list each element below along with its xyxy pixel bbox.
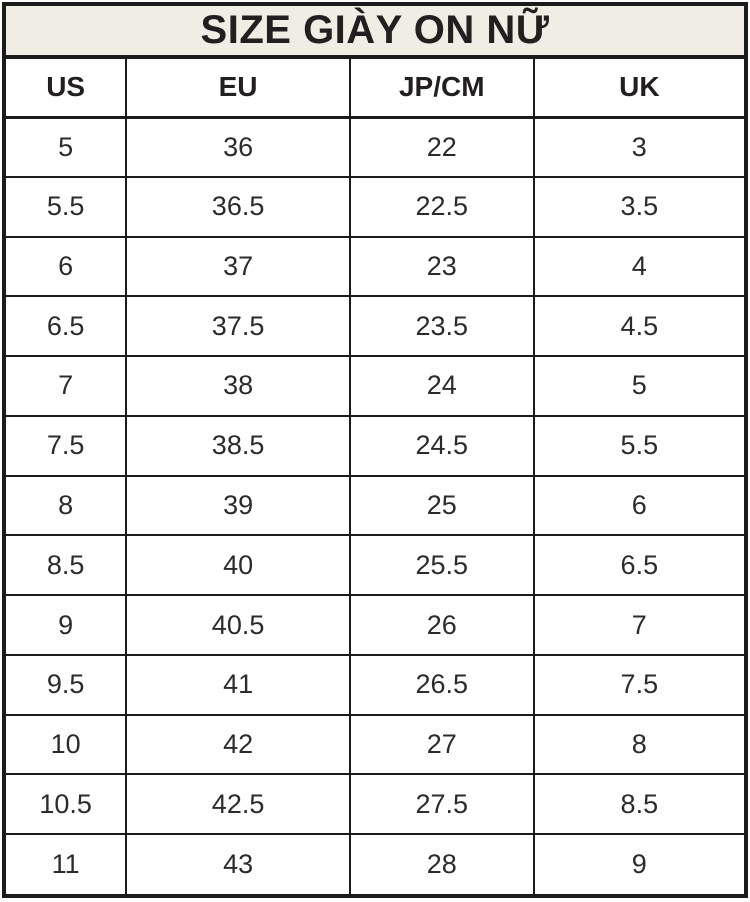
size-cell: 9.5 bbox=[6, 653, 128, 716]
size-cell: 9 bbox=[532, 833, 744, 894]
size-cell: 7.5 bbox=[532, 653, 744, 716]
size-cell: 40 bbox=[125, 534, 351, 597]
size-cell: 3 bbox=[532, 116, 744, 178]
size-cell: 8.5 bbox=[532, 773, 744, 836]
size-cell: 11 bbox=[6, 833, 128, 894]
size-cell: 8 bbox=[532, 713, 744, 776]
size-cell: 38 bbox=[125, 355, 351, 417]
size-cell: 42 bbox=[125, 713, 351, 776]
size-conversion-table: US EU JP/CM UK 5 36 22 3 5.5 36.5 22.5 3.5 6 37 23… bbox=[6, 59, 744, 894]
size-cell: 28 bbox=[348, 833, 535, 894]
table-row: 7 38 24 5 bbox=[6, 355, 744, 417]
size-cell: 26 bbox=[348, 594, 535, 656]
table-row: 11 43 28 9 bbox=[6, 833, 744, 894]
size-cell: 41 bbox=[125, 653, 351, 716]
size-cell: 37 bbox=[125, 235, 351, 298]
table-row: 8 39 25 6 bbox=[6, 474, 744, 537]
size-cell: 42.5 bbox=[125, 773, 351, 836]
size-cell: 10 bbox=[6, 713, 128, 776]
size-cell: 8.5 bbox=[6, 534, 128, 597]
table-row: 10.5 42.5 27.5 8.5 bbox=[6, 773, 744, 836]
column-header-uk: UK bbox=[532, 59, 744, 119]
table-row: 9 40.5 26 7 bbox=[6, 594, 744, 656]
size-cell: 25 bbox=[348, 474, 535, 537]
size-cell: 7.5 bbox=[6, 414, 128, 477]
size-cell: 38.5 bbox=[125, 414, 351, 477]
size-cell: 24.5 bbox=[348, 414, 535, 477]
size-cell: 26.5 bbox=[348, 653, 535, 716]
size-cell: 23.5 bbox=[348, 295, 535, 358]
size-cell: 22.5 bbox=[348, 175, 535, 238]
chart-title: SIZE GIÀY ON NỮ bbox=[6, 6, 744, 59]
size-cell: 27.5 bbox=[348, 773, 535, 836]
size-cell: 8 bbox=[6, 474, 128, 537]
size-cell: 24 bbox=[348, 355, 535, 417]
size-cell: 25.5 bbox=[348, 534, 535, 597]
size-cell: 7 bbox=[532, 594, 744, 656]
table-row: 8.5 40 25.5 6.5 bbox=[6, 534, 744, 597]
size-cell: 37.5 bbox=[125, 295, 351, 358]
size-cell: 6.5 bbox=[6, 295, 128, 358]
table-row: 6 37 23 4 bbox=[6, 235, 744, 298]
size-cell: 36 bbox=[125, 116, 351, 178]
size-cell: 5.5 bbox=[6, 175, 128, 238]
table-row: 9.5 41 26.5 7.5 bbox=[6, 653, 744, 716]
column-header-eu: EU bbox=[125, 59, 351, 119]
size-cell: 10.5 bbox=[6, 773, 128, 836]
size-cell: 4 bbox=[532, 235, 744, 298]
size-cell: 6.5 bbox=[532, 534, 744, 597]
header-row: US EU JP/CM UK bbox=[6, 59, 744, 119]
size-cell: 3.5 bbox=[532, 175, 744, 238]
size-cell: 6 bbox=[532, 474, 744, 537]
column-header-jpcm: JP/CM bbox=[348, 59, 535, 119]
table-row: 5.5 36.5 22.5 3.5 bbox=[6, 175, 744, 238]
size-cell: 22 bbox=[348, 116, 535, 178]
size-cell: 5 bbox=[532, 355, 744, 417]
size-cell: 27 bbox=[348, 713, 535, 776]
table-row: 7.5 38.5 24.5 5.5 bbox=[6, 414, 744, 477]
size-cell: 5 bbox=[6, 116, 128, 178]
size-cell: 36.5 bbox=[125, 175, 351, 238]
size-cell: 39 bbox=[125, 474, 351, 537]
table-row: 5 36 22 3 bbox=[6, 116, 744, 178]
size-cell: 7 bbox=[6, 355, 128, 417]
table-row: 10 42 27 8 bbox=[6, 713, 744, 776]
column-header-us: US bbox=[6, 59, 128, 119]
size-cell: 43 bbox=[125, 833, 351, 894]
size-cell: 23 bbox=[348, 235, 535, 298]
size-cell: 9 bbox=[6, 594, 128, 656]
size-cell: 5.5 bbox=[532, 414, 744, 477]
size-cell: 4.5 bbox=[532, 295, 744, 358]
table-body: 5 36 22 3 5.5 36.5 22.5 3.5 6 37 23 4 6.5 37.5 23.5 4.5… bbox=[6, 116, 744, 894]
size-cell: 40.5 bbox=[125, 594, 351, 656]
size-cell: 6 bbox=[6, 235, 128, 298]
table-row: 6.5 37.5 23.5 4.5 bbox=[6, 295, 744, 358]
